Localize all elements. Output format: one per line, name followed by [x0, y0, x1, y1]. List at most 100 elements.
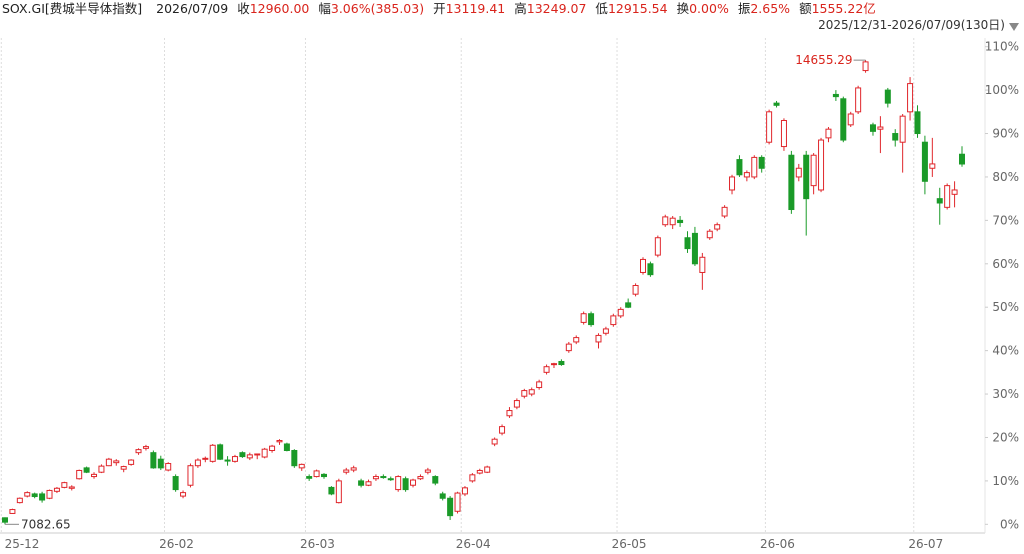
- candle-body: [550, 363, 557, 366]
- candle-body: [499, 426, 506, 434]
- candle-body: [884, 89, 891, 104]
- candle-body: [417, 476, 424, 480]
- candle-body: [521, 390, 528, 397]
- candle-body: [588, 313, 595, 326]
- candle-body: [387, 478, 394, 481]
- y-tick-label: 70%: [992, 213, 1019, 227]
- y-tick-label: 30%: [992, 387, 1019, 401]
- candle-body: [706, 230, 713, 239]
- candle-body: [825, 128, 832, 139]
- candle-body: [914, 111, 921, 135]
- item-label: 幅: [318, 1, 331, 16]
- y-tick-label: 60%: [992, 257, 1019, 271]
- candle-body: [224, 459, 231, 462]
- candle-body: [24, 492, 31, 497]
- item-label: 振: [737, 1, 751, 16]
- candle-body: [803, 154, 810, 200]
- candle-body: [847, 113, 854, 126]
- candle-body: [632, 285, 639, 295]
- candle-body: [395, 476, 402, 491]
- candle-body: [402, 478, 409, 491]
- quote-items: 收12960.00 幅3.06%(385.03) 开13119.41 高13249.0…: [237, 1, 885, 16]
- candle-body: [39, 493, 46, 501]
- candle-body: [269, 445, 276, 452]
- candle-body: [120, 466, 127, 470]
- item-value: 3.06%(385.03): [330, 1, 425, 16]
- candle-body: [135, 449, 142, 454]
- x-tick-label: 25-12: [5, 537, 40, 551]
- candle-body: [2, 517, 8, 523]
- candle-body: [61, 482, 68, 488]
- candle-body: [328, 486, 335, 495]
- candle-body: [484, 466, 491, 473]
- candle-body: [528, 389, 535, 395]
- y-tick-label: 80%: [992, 170, 1019, 184]
- candle-body: [677, 219, 684, 224]
- candle-body: [469, 474, 476, 482]
- item-label: 高: [514, 1, 527, 16]
- candle-body: [142, 446, 149, 449]
- candle-body: [729, 176, 736, 191]
- item-value: 13119.41: [445, 1, 506, 16]
- candle-body: [536, 381, 543, 389]
- candle-body: [610, 315, 617, 326]
- x-tick-label: 26-06: [760, 537, 795, 551]
- candle-body: [573, 337, 580, 343]
- item-value: 12915.54: [607, 1, 668, 16]
- x-tick-label: 26-03: [300, 537, 335, 551]
- candle-body: [343, 469, 350, 473]
- y-tick-label: 0%: [1000, 517, 1019, 531]
- candle-body: [424, 469, 431, 473]
- candle-body: [454, 492, 461, 512]
- candle-body: [461, 487, 468, 495]
- candle-body: [246, 454, 253, 459]
- item-label: 额: [799, 1, 812, 16]
- date-range[interactable]: 2025/12/31-2026/07/09(130日): [818, 18, 1005, 32]
- candle-body: [91, 473, 98, 478]
- candle-body: [283, 443, 290, 452]
- candle-body: [625, 302, 632, 308]
- candle-body: [951, 189, 958, 195]
- range-dropdown[interactable]: [1009, 23, 1019, 31]
- item-value: 13249.07: [526, 1, 587, 16]
- candle-body: [31, 493, 38, 498]
- candle-body: [855, 87, 862, 113]
- candle-body: [936, 198, 943, 204]
- candle-body: [929, 163, 936, 169]
- x-tick-label: 26-04: [456, 537, 491, 551]
- candle-body: [691, 232, 698, 265]
- candle-body: [372, 476, 379, 480]
- y-tick-label: 50%: [992, 300, 1019, 314]
- candle-body: [595, 334, 602, 343]
- candle-body: [869, 124, 876, 132]
- candle-body: [780, 120, 787, 148]
- candle-body: [513, 400, 520, 408]
- y-tick-label: 20%: [992, 430, 1019, 444]
- candle-body: [150, 452, 157, 469]
- candle-body: [53, 487, 60, 492]
- y-tick-label: 90%: [992, 127, 1019, 141]
- candle-body: [217, 444, 224, 460]
- candle-body: [773, 102, 780, 106]
- candle-body: [165, 463, 172, 471]
- min-label: 7082.65: [21, 517, 71, 531]
- candle-body: [892, 133, 899, 141]
- candle-body: [113, 460, 120, 464]
- candle-body: [202, 457, 209, 460]
- candle-body: [321, 473, 327, 478]
- candle-body: [795, 167, 802, 178]
- item-label: 收: [237, 1, 250, 16]
- candle-body: [306, 476, 313, 479]
- candle-body: [751, 156, 758, 178]
- candle-body: [647, 263, 654, 276]
- candle-body: [818, 139, 825, 191]
- candle-body: [877, 126, 884, 130]
- candle-body: [684, 237, 691, 250]
- candle-body: [662, 216, 669, 226]
- candle-body: [276, 440, 283, 443]
- item-label: 低: [595, 1, 608, 16]
- candle-body: [298, 463, 305, 469]
- candle-body: [365, 481, 372, 486]
